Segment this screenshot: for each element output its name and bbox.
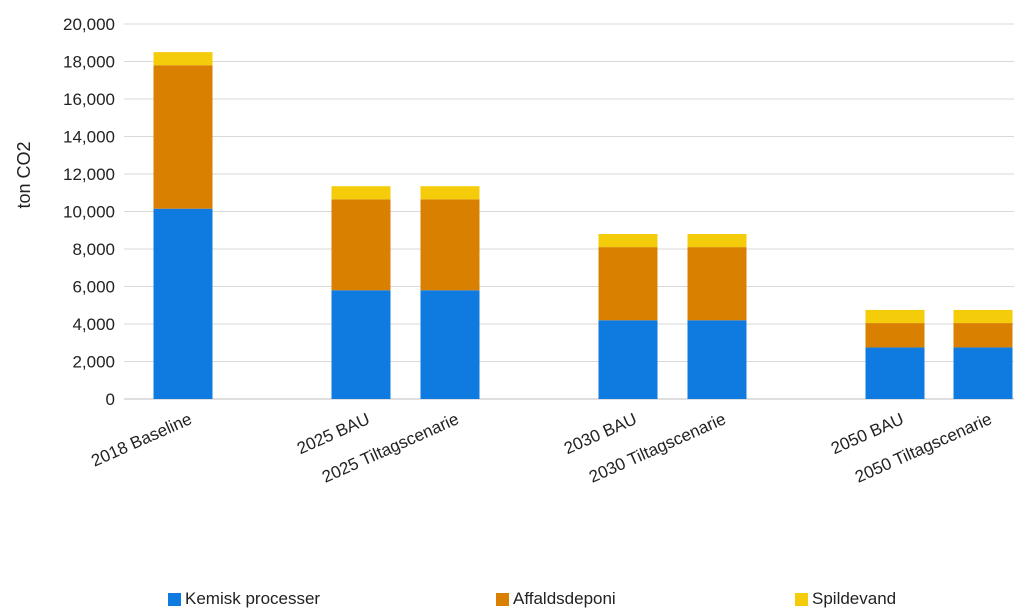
bar-affaldsdeponi-6 xyxy=(953,323,1013,348)
y-axis-title: ton CO2 xyxy=(14,141,34,208)
bar-spildevand-5 xyxy=(865,309,925,324)
y-tick-label: 8,000 xyxy=(72,240,115,259)
bar-affaldsdeponi-1 xyxy=(331,199,391,291)
bar-spildevand-0 xyxy=(153,52,213,66)
y-tick-labels: 0 2,000 4,000 6,000 8,000 10,000 12,000 14,000 1… xyxy=(63,15,115,409)
gridlines xyxy=(124,23,1014,400)
bars xyxy=(153,52,1013,399)
legend-swatch-kemisk xyxy=(168,592,181,606)
y-tick-label: 12,000 xyxy=(63,165,115,184)
legend-label-affaldsdeponi: Affaldsdeponi xyxy=(513,589,616,608)
y-tick-label: 0 xyxy=(106,390,115,409)
bar-kemisk-processer-3 xyxy=(598,320,658,399)
bar-kemisk-processer-2 xyxy=(420,290,480,399)
y-tick-label: 4,000 xyxy=(72,315,115,334)
legend-item-kemisk: Kemisk processer xyxy=(168,589,320,609)
legend: Kemisk processer Affaldsdeponi Spildevan… xyxy=(0,589,1020,611)
bar-affaldsdeponi-4 xyxy=(687,247,747,321)
y-tick-label: 16,000 xyxy=(63,90,115,109)
bar-affaldsdeponi-5 xyxy=(865,323,925,348)
bar-spildevand-2 xyxy=(420,186,480,200)
bar-affaldsdeponi-0 xyxy=(153,65,213,209)
bar-kemisk-processer-1 xyxy=(331,290,391,399)
legend-item-affaldsdeponi: Affaldsdeponi xyxy=(496,589,616,609)
legend-swatch-affaldsdeponi xyxy=(496,592,509,606)
bar-affaldsdeponi-3 xyxy=(598,247,658,321)
y-tick-label: 14,000 xyxy=(63,128,115,147)
bar-spildevand-4 xyxy=(687,234,747,248)
bar-spildevand-3 xyxy=(598,234,658,248)
bar-spildevand-1 xyxy=(331,186,391,200)
y-tick-label: 20,000 xyxy=(63,15,115,34)
bar-spildevand-6 xyxy=(953,309,1013,324)
legend-swatch-spildevand xyxy=(795,592,808,606)
stacked-bar-chart: ton CO2 0 2,000 4,000 6,000 8,000 10,000 12,00… xyxy=(14,15,1014,487)
y-tick-label: 6,000 xyxy=(72,278,115,297)
bar-kemisk-processer-4 xyxy=(687,320,747,399)
y-tick-label: 18,000 xyxy=(63,53,115,72)
bar-kemisk-processer-6 xyxy=(953,347,1013,399)
y-tick-label: 10,000 xyxy=(63,203,115,222)
legend-label-kemisk: Kemisk processer xyxy=(185,589,321,608)
bar-kemisk-processer-5 xyxy=(865,347,925,399)
y-tick-label: 2,000 xyxy=(72,353,115,372)
x-tick-label: 2018 Baseline xyxy=(88,409,194,470)
legend-label-spildevand: Spildevand xyxy=(812,589,897,608)
bar-affaldsdeponi-2 xyxy=(420,199,480,291)
legend-item-spildevand: Spildevand xyxy=(795,589,896,609)
bar-kemisk-processer-0 xyxy=(153,208,213,399)
